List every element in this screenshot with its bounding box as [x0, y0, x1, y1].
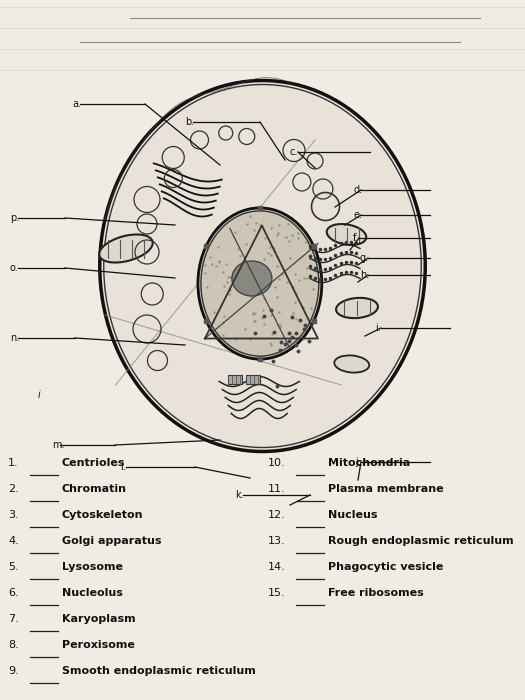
Text: 4.: 4.: [8, 536, 19, 546]
Text: Phagocytic vesicle: Phagocytic vesicle: [328, 562, 444, 572]
Text: 14.: 14.: [268, 562, 286, 572]
Text: 2.: 2.: [8, 484, 19, 494]
Text: d.: d.: [353, 185, 362, 195]
Text: m.: m.: [52, 440, 65, 450]
Text: Cytoskeleton: Cytoskeleton: [62, 510, 143, 520]
Text: b.: b.: [185, 117, 194, 127]
Text: 12.: 12.: [268, 510, 286, 520]
Text: Smooth endoplasmic reticulum: Smooth endoplasmic reticulum: [62, 666, 256, 675]
Text: 11.: 11.: [268, 484, 286, 494]
Text: 15.: 15.: [268, 588, 286, 598]
Text: 3.: 3.: [8, 510, 18, 520]
Text: 6.: 6.: [8, 588, 18, 598]
Ellipse shape: [198, 208, 322, 359]
Text: i.: i.: [375, 323, 381, 333]
Text: Plasma membrane: Plasma membrane: [328, 484, 444, 494]
Text: g.: g.: [360, 253, 369, 263]
Ellipse shape: [100, 80, 425, 452]
Text: n.: n.: [10, 333, 19, 343]
Text: 9.: 9.: [8, 666, 19, 675]
Ellipse shape: [327, 224, 366, 245]
Text: Chromatin: Chromatin: [62, 484, 127, 494]
Text: f.: f.: [353, 233, 359, 243]
Text: c.: c.: [290, 147, 298, 157]
Text: 7.: 7.: [8, 614, 19, 624]
Text: 8.: 8.: [8, 640, 19, 650]
Bar: [228, 374, 243, 384]
Text: h.: h.: [360, 270, 369, 280]
Ellipse shape: [99, 234, 153, 262]
Text: e.: e.: [353, 210, 362, 220]
Text: 5.: 5.: [8, 562, 18, 572]
Text: p.: p.: [10, 213, 19, 223]
Text: 13.: 13.: [268, 536, 286, 546]
Ellipse shape: [336, 298, 378, 318]
Text: 10.: 10.: [268, 458, 286, 468]
Text: Lysosome: Lysosome: [62, 562, 123, 572]
Text: a.: a.: [72, 99, 81, 109]
Text: Nucleolus: Nucleolus: [62, 588, 123, 598]
Text: Golgi apparatus: Golgi apparatus: [62, 536, 162, 546]
Text: l.: l.: [120, 462, 126, 472]
Text: j.: j.: [355, 457, 361, 467]
Text: Mitochondria: Mitochondria: [328, 458, 410, 468]
Ellipse shape: [334, 356, 369, 372]
Text: 1.: 1.: [8, 458, 18, 468]
Text: Karyoplasm: Karyoplasm: [62, 614, 135, 624]
Text: Centrioles: Centrioles: [62, 458, 125, 468]
Text: Free ribosomes: Free ribosomes: [328, 588, 424, 598]
Text: i: i: [38, 390, 41, 400]
Ellipse shape: [232, 261, 272, 296]
Text: Peroxisome: Peroxisome: [62, 640, 135, 650]
Text: o.: o.: [10, 263, 19, 273]
Text: Nucleus: Nucleus: [328, 510, 377, 520]
Text: k.: k.: [235, 490, 244, 500]
Text: Rough endoplasmic reticulum: Rough endoplasmic reticulum: [328, 536, 513, 546]
Bar: [246, 374, 260, 384]
